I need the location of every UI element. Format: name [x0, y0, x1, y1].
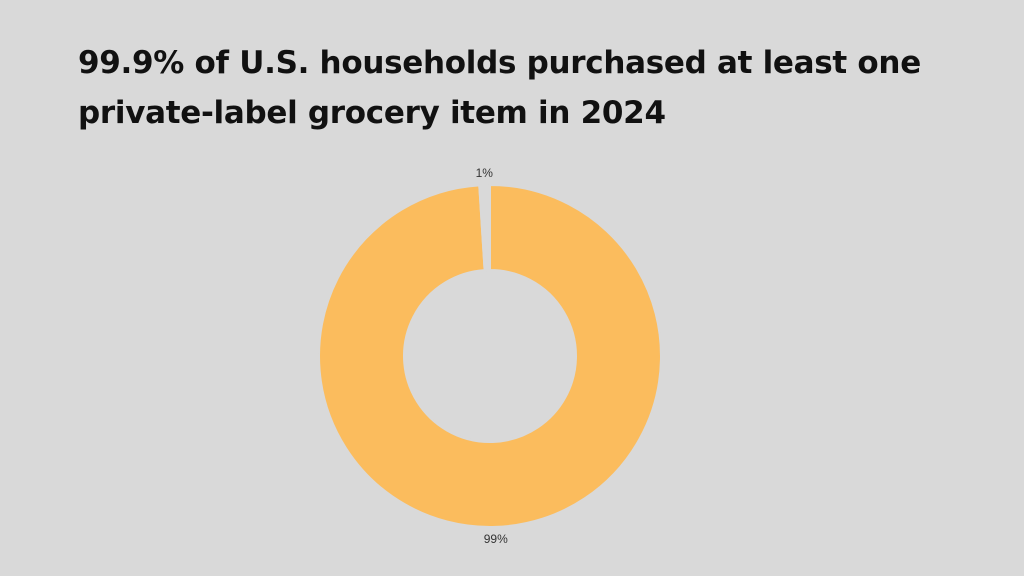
chart-title-line-2: private-label grocery item in 2024 [78, 95, 666, 131]
donut-slices [318, 183, 662, 528]
chart-title-line-1: 99.9% of U.S. households purchased at le… [78, 45, 921, 81]
donut-slice-label-2: 1% [476, 166, 494, 180]
donut-slice-1 [318, 183, 662, 528]
donut-slice-labels: 99% 1% [476, 166, 509, 546]
donut-slice-label-1: 99% [484, 532, 508, 546]
donut-slice-2 [478, 183, 491, 272]
chart-title: 99.9% of U.S. households purchased at le… [78, 38, 978, 138]
